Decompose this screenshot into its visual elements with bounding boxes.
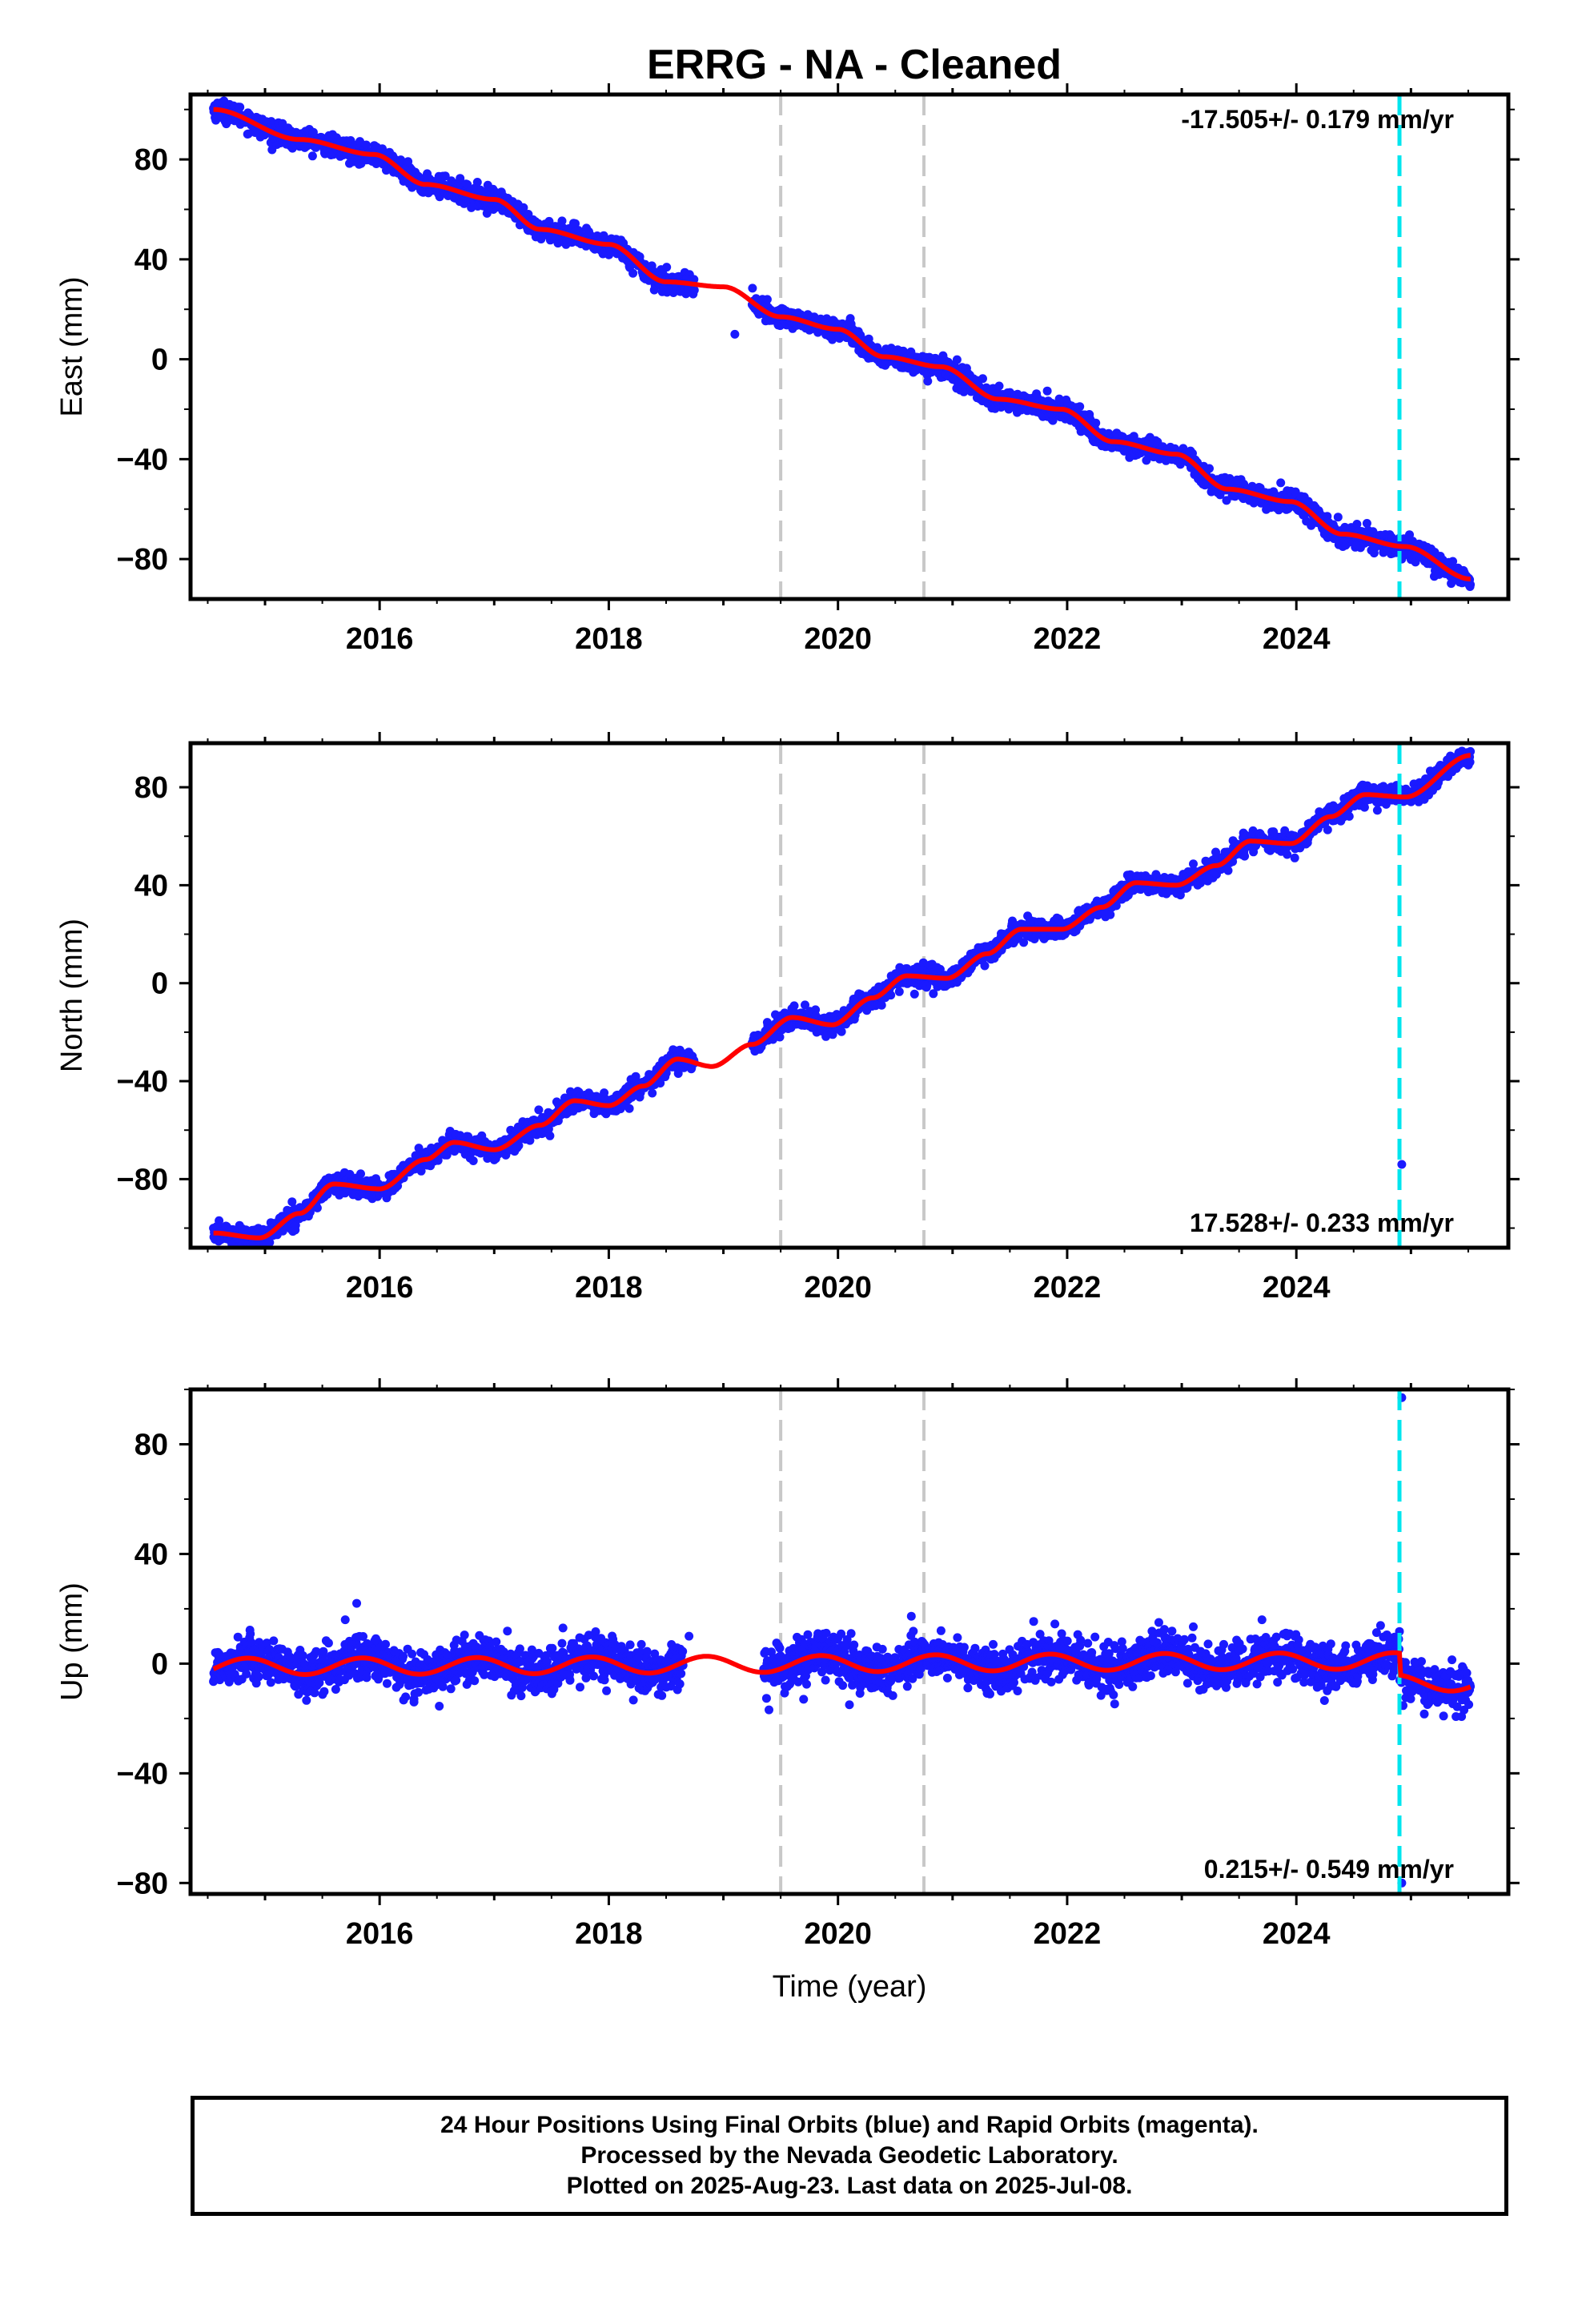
data-point [1091, 418, 1101, 428]
data-point [1205, 464, 1214, 473]
data-point [689, 285, 699, 295]
data-point [544, 216, 554, 226]
data-point [545, 1131, 555, 1140]
data-point [935, 964, 945, 974]
fit-model-line [213, 107, 1471, 581]
x-tick-label: 2016 [346, 622, 414, 656]
data-point [1466, 580, 1476, 589]
data-point [463, 179, 472, 189]
data-point [525, 1136, 535, 1145]
data-point [440, 171, 450, 181]
data-point [456, 174, 465, 183]
rate-annotation: -17.505+/- 0.179 mm/yr [1181, 105, 1454, 134]
plot-area [209, 743, 1476, 1248]
data-point [416, 1166, 426, 1176]
figure-title: ERRG - NA - Cleaned [647, 42, 1062, 88]
x-tick-label: 2024 [1263, 622, 1331, 656]
x-tick-label: 2020 [804, 622, 872, 656]
data-point [929, 989, 938, 999]
y-axis-label: East (mm) [55, 276, 89, 416]
data-point [287, 1197, 297, 1207]
data-point [307, 151, 317, 161]
y-tick-label: 80 [135, 143, 168, 177]
data-point [748, 283, 757, 293]
data-point [886, 991, 896, 1000]
data-point [1362, 519, 1371, 528]
x-tick-label: 2018 [575, 622, 643, 656]
data-point [877, 1000, 886, 1010]
data-point [624, 1104, 634, 1113]
panel-east: 2016 2018 2020 2022 2024 −80 −40 0 40 80 East (mm)… [55, 83, 1520, 656]
data-point [356, 1169, 365, 1179]
data-point [894, 987, 904, 996]
data-point [648, 1088, 657, 1098]
data-point [923, 376, 933, 386]
data-point [1075, 402, 1085, 412]
data-point [362, 140, 371, 150]
data-point [345, 1169, 355, 1179]
data-point [1042, 386, 1052, 396]
plot-area [209, 94, 1476, 599]
data-point [557, 216, 567, 226]
data-point [631, 1072, 640, 1081]
data-point [775, 1032, 785, 1042]
data-point [909, 989, 919, 999]
data-point [662, 263, 672, 272]
data-point [1048, 416, 1058, 425]
data-point [514, 1141, 524, 1150]
data-point [544, 1124, 553, 1134]
data-point [519, 203, 528, 212]
data-point [801, 1000, 809, 1010]
data-point [952, 355, 962, 364]
data-point [628, 268, 638, 278]
data-point [312, 1203, 322, 1212]
data-point [1019, 938, 1029, 947]
data-point [980, 961, 990, 971]
data-point [472, 178, 482, 187]
y-tick-label: 0 [151, 344, 168, 377]
plot-frame [188, 92, 1511, 601]
y-tick-label: −40 [117, 443, 168, 476]
data-point [837, 1027, 846, 1036]
data-point [762, 295, 772, 304]
data-point [571, 219, 580, 228]
y-tick-label: −80 [117, 543, 168, 577]
data-point [656, 1079, 665, 1088]
data-point [828, 1030, 837, 1039]
x-tick-label: 2022 [1034, 622, 1102, 656]
data-point [994, 381, 1004, 391]
y-tick-label: 40 [135, 243, 168, 277]
data-point [1352, 520, 1362, 529]
panels-group: 2016 2018 2020 2022 2024 −80 −40 0 40 80 East (mm)… [55, 83, 1520, 2004]
outlier-point [730, 329, 740, 339]
data-point [1276, 478, 1286, 488]
data-point [978, 374, 987, 384]
data-point [673, 1069, 683, 1078]
data-point [1333, 513, 1343, 522]
data-point [235, 103, 245, 112]
data-point [789, 1001, 799, 1011]
data-point [468, 1156, 478, 1165]
data-point [534, 1105, 544, 1115]
data-point [291, 1220, 300, 1230]
